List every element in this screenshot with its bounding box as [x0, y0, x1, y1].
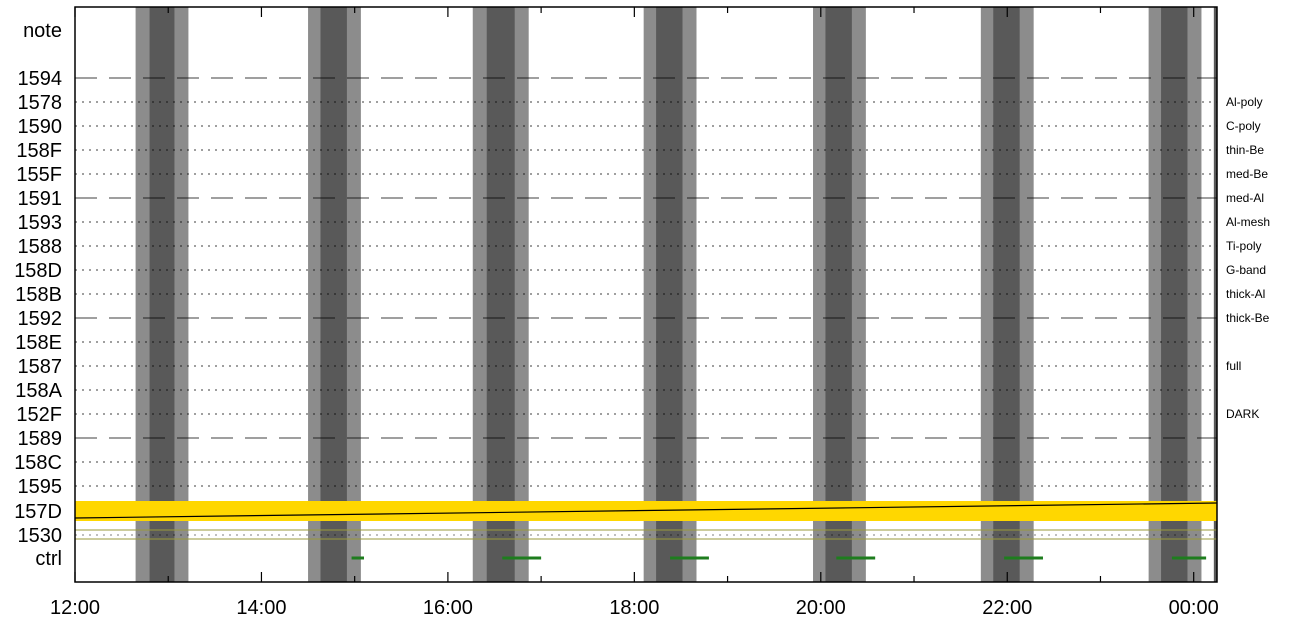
- row-label-1595: 1595: [18, 476, 63, 498]
- row-gridlines: [75, 77, 1217, 487]
- row-label-158E: 158E: [15, 332, 62, 354]
- row-label-1589: 1589: [18, 428, 63, 450]
- row-label-158B: 158B: [15, 284, 62, 306]
- right-label-med-Al: med-Al: [1226, 191, 1264, 205]
- x-label-0: 12:00: [50, 597, 100, 619]
- shade-inner-4: [825, 7, 852, 582]
- row-label-158F: 158F: [16, 140, 62, 162]
- shade-inner-7: [1213, 7, 1217, 582]
- shaded-periods: [135, 7, 1217, 582]
- row-label-158A: 158A: [15, 380, 62, 402]
- right-label-Al-poly: Al-poly: [1226, 95, 1263, 109]
- right-label-G-band: G-band: [1226, 263, 1266, 277]
- row-label-ctrl: ctrl: [35, 548, 62, 570]
- right-label-Al-mesh: Al-mesh: [1226, 215, 1270, 229]
- right-label-DARK: DARK: [1226, 407, 1259, 421]
- row-label-152F: 152F: [16, 404, 62, 426]
- row-label-1593: 1593: [18, 212, 63, 234]
- shade-inner-0: [149, 7, 175, 582]
- right-label-full: full: [1226, 359, 1241, 373]
- row-label-1594: 1594: [18, 68, 63, 90]
- shade-inner-5: [993, 7, 1020, 582]
- x-label-1: 14:00: [236, 597, 286, 619]
- plot-frame: [74, 6, 1218, 583]
- x-axis-ticks: [74, 7, 1195, 582]
- row-labels: note 159415781590158F155F159115931588158D…: [14, 20, 62, 570]
- row-label-1587: 1587: [18, 356, 63, 378]
- x-label-3: 18:00: [609, 597, 659, 619]
- x-label-2: 16:00: [423, 597, 473, 619]
- right-label-thick-Be: thick-Be: [1226, 311, 1270, 325]
- row-label-note: note: [23, 20, 62, 42]
- row-label-158C: 158C: [14, 452, 62, 474]
- shade-inner-1: [320, 7, 347, 582]
- right-label-Ti-poly: Ti-poly: [1226, 239, 1262, 253]
- row-label-158D: 158D: [14, 260, 62, 282]
- shade-inner-6: [1161, 7, 1188, 582]
- x-axis-labels: 12:00 14:00 16:00 18:00 20:00 22:00 00:00: [50, 597, 1219, 619]
- right-labels: Al-poly C-poly thin-Be med-Be med-Al Al-mesh T…: [1226, 95, 1270, 421]
- shade-inner-2: [486, 7, 515, 582]
- x-label-6: 00:00: [1169, 597, 1219, 619]
- right-label-thin-Be: thin-Be: [1226, 143, 1264, 157]
- right-label-thick-Al: thick-Al: [1226, 287, 1265, 301]
- row-label-1590: 1590: [18, 116, 63, 138]
- x-label-5: 22:00: [982, 597, 1032, 619]
- row-label-1578: 1578: [18, 92, 63, 114]
- active-band-layer: [74, 501, 1218, 540]
- row-label-157D: 157D: [14, 501, 62, 523]
- row-label-155F: 155F: [16, 164, 62, 186]
- row-label-1591: 1591: [18, 188, 63, 210]
- row-label-1588: 1588: [18, 236, 63, 258]
- trend-line: [74, 502, 1218, 519]
- right-label-C-poly: C-poly: [1226, 119, 1261, 133]
- row-label-1530: 1530: [18, 525, 63, 547]
- shade-inner-3: [656, 7, 683, 582]
- right-label-med-Be: med-Be: [1226, 167, 1268, 181]
- row-label-1592: 1592: [18, 308, 63, 330]
- x-label-4: 20:00: [796, 597, 846, 619]
